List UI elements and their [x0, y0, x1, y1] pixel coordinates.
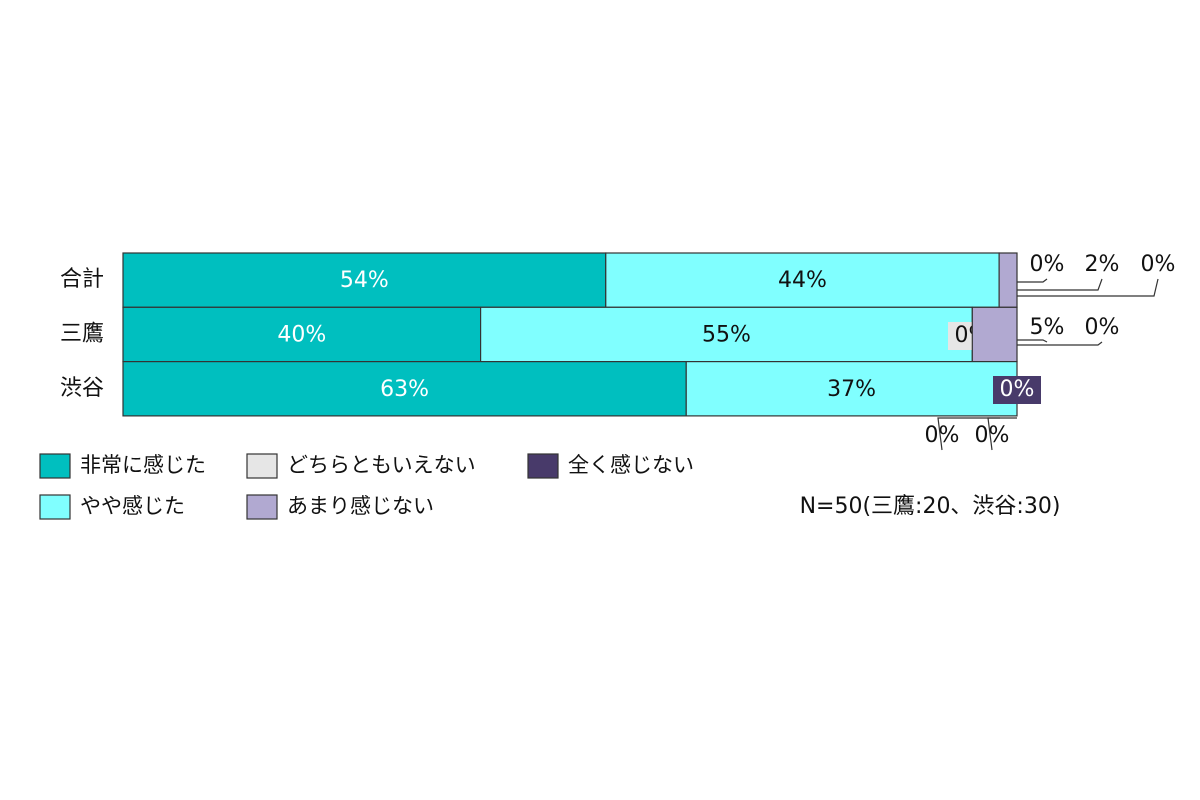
legend-label: あまり感じない — [287, 494, 434, 518]
legend-label: やや感じた — [80, 494, 185, 518]
y-tick-label: 合計 — [60, 267, 104, 292]
data-label: 0% — [1085, 315, 1120, 340]
y-tick-label: 渋谷 — [60, 376, 104, 401]
legend-label: どちらともいえない — [287, 453, 476, 477]
leader-line — [1017, 339, 1048, 343]
data-label: 2% — [1085, 252, 1120, 277]
data-label: 44% — [778, 268, 827, 293]
data-label: 0% — [1030, 252, 1065, 277]
data-label: 0% — [1141, 252, 1176, 277]
leader-line — [1017, 341, 1103, 346]
annotation: N=50(三鷹:20、渋谷:30) — [800, 494, 1061, 519]
legend-swatch — [246, 494, 278, 520]
legend-swatch — [39, 494, 71, 520]
legend-swatch — [39, 453, 71, 479]
y-tick-label: 三鷹 — [60, 321, 104, 346]
leader-line — [1017, 278, 1159, 297]
data-label: 37% — [827, 377, 876, 402]
leader-line — [987, 417, 1017, 451]
bar-segment — [685, 361, 1018, 417]
bar-segment — [122, 361, 687, 417]
legend-swatch — [246, 453, 278, 479]
leader-line — [937, 417, 1000, 451]
data-label: 0% — [975, 423, 1010, 448]
bar-segment — [605, 252, 1000, 308]
label-bg — [993, 376, 1041, 404]
bar-segment — [971, 306, 1018, 363]
data-label: 63% — [380, 377, 429, 402]
data-label: 0% — [1000, 377, 1035, 402]
bar-segment — [122, 252, 607, 308]
legend-swatch — [527, 453, 559, 479]
data-label: 54% — [340, 268, 389, 293]
leader-line — [1017, 278, 1048, 283]
legend-label: 全く感じない — [568, 453, 694, 477]
data-label: 55% — [702, 322, 751, 347]
bar-segment — [998, 252, 1018, 308]
leader-line — [1017, 278, 1103, 291]
data-label: 40% — [277, 322, 326, 347]
data-label: 5% — [1030, 315, 1065, 340]
data-label: 0% — [925, 423, 960, 448]
legend-label: 非常に感じた — [80, 453, 206, 477]
